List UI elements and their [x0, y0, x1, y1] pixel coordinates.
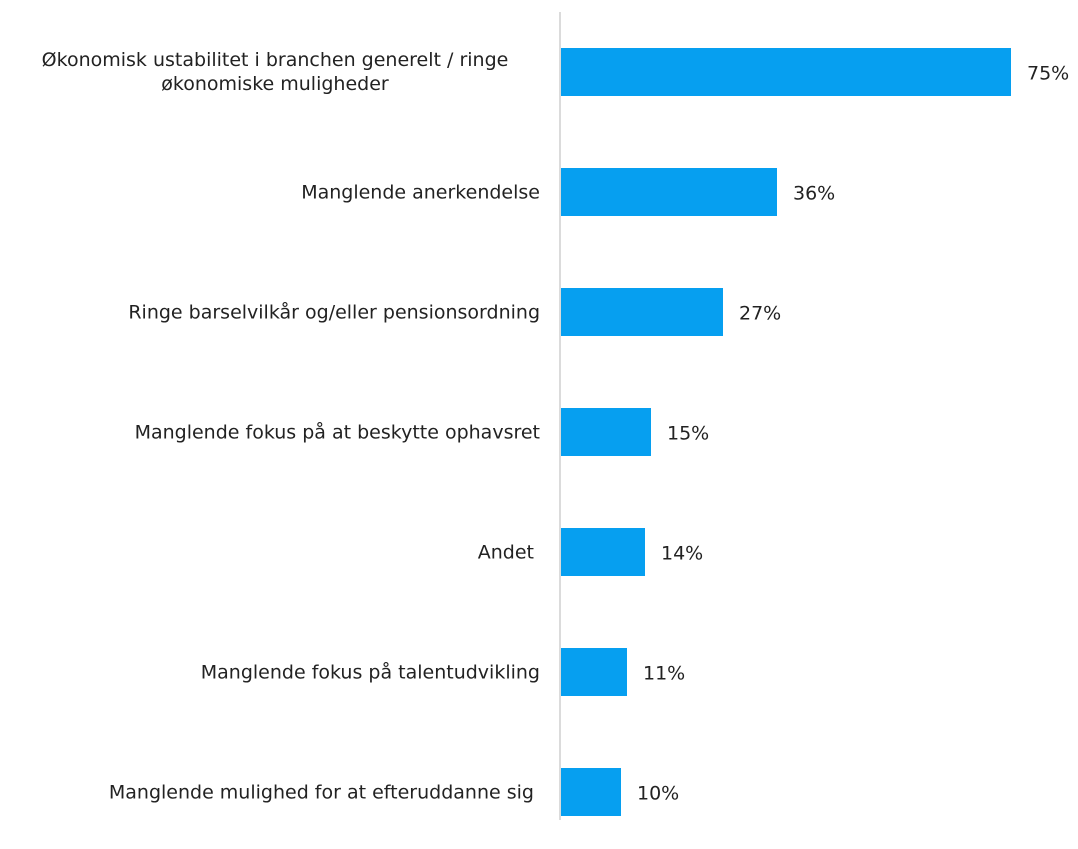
category-label: Andet — [478, 542, 540, 564]
bar — [561, 528, 645, 576]
value-label: 11% — [643, 663, 685, 685]
category-label: Manglende fokus på talentudvikling — [201, 661, 540, 684]
value-label: 36% — [793, 183, 835, 205]
category-label: Manglende anerkendelse — [301, 182, 540, 204]
bar — [561, 288, 723, 336]
bar — [561, 48, 1011, 96]
bar — [561, 168, 777, 216]
category-label: Økonomisk ustabilitet i branchen generel… — [42, 49, 509, 95]
value-label: 27% — [739, 303, 781, 325]
value-label: 75% — [1027, 63, 1069, 85]
category-label: Ringe barselvilkår og/eller pensionsordn… — [128, 301, 540, 324]
value-label: 10% — [637, 783, 679, 805]
category-label: Manglende fokus på at beskytte ophavsret — [135, 421, 540, 444]
bar — [561, 408, 651, 456]
bar — [561, 648, 627, 696]
category-label: Manglende mulighed for at efteruddanne s… — [109, 782, 540, 804]
value-label: 14% — [661, 543, 703, 565]
bar — [561, 768, 621, 816]
value-label: 15% — [667, 423, 709, 445]
